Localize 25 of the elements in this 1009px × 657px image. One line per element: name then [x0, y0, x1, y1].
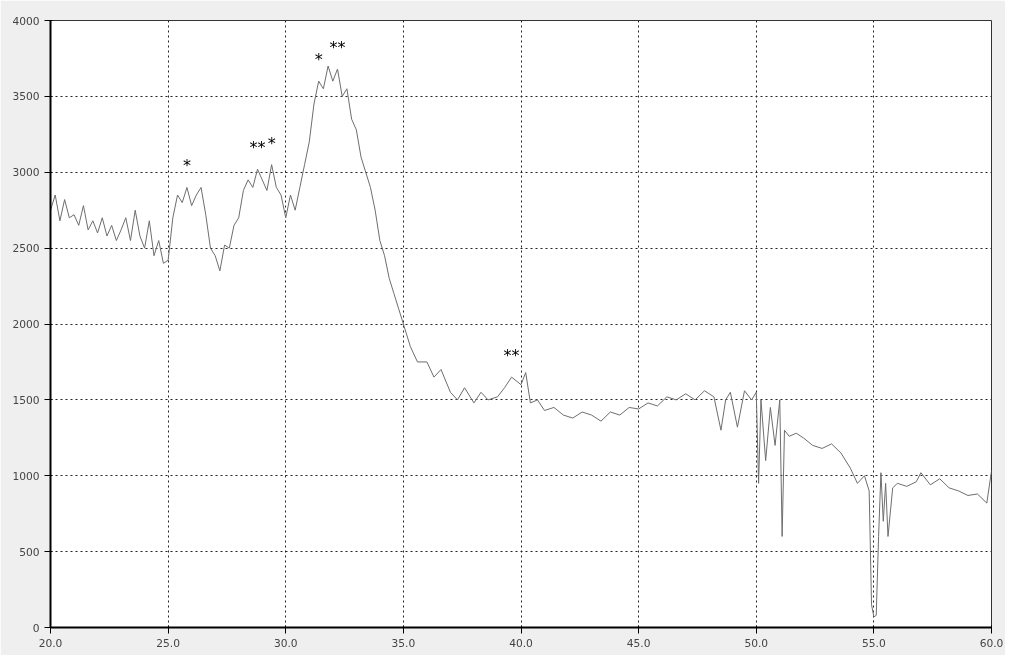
annotation: **	[503, 346, 520, 366]
y-tick-label: 4000	[12, 14, 40, 28]
annotation: *	[314, 50, 323, 70]
y-tick-label: 1500	[12, 393, 40, 407]
y-tick-label: 0	[32, 621, 40, 635]
y-tick-label: 2000	[12, 318, 40, 331]
y-tick-label: 1000	[12, 469, 40, 483]
y-tick-label: 2500	[12, 242, 40, 256]
x-tick-label: 25.0	[156, 636, 181, 650]
annotation: **	[249, 138, 266, 158]
line-series	[50, 65, 992, 618]
x-tick-label: 55.0	[862, 636, 886, 650]
y-tick-label: 3000	[12, 166, 40, 180]
annotation: *	[267, 133, 276, 153]
y-tick-label: 500	[19, 545, 40, 559]
x-tick-label: 20.0	[38, 636, 63, 650]
x-tick-label: 35.0	[391, 636, 416, 650]
y-tick-label: 3500	[12, 90, 40, 104]
annotation: **	[329, 38, 346, 58]
annotation: *	[182, 156, 191, 176]
x-tick-label: 50.0	[744, 636, 769, 650]
x-tick-label: 60.0	[979, 636, 1004, 650]
x-tick-label: 30.0	[273, 636, 298, 650]
x-tick-label: 40.0	[509, 636, 534, 650]
x-tick-label: 45.0	[626, 636, 651, 650]
